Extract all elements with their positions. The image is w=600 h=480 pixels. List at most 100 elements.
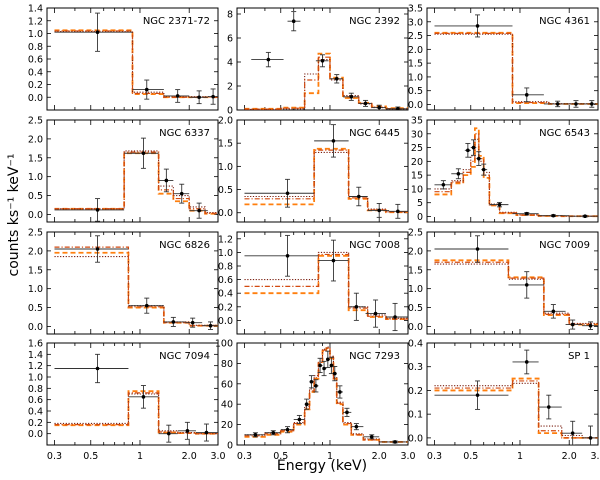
y-axis-label: counts ks⁻¹ keV⁻¹ <box>6 154 22 277</box>
data-point <box>336 385 343 399</box>
model-line-1 <box>244 254 408 320</box>
data-point <box>451 168 464 180</box>
plot-area <box>54 235 218 330</box>
panel-title: SP 1 <box>568 351 590 362</box>
data-point <box>569 214 598 219</box>
data-point <box>582 321 598 330</box>
data-point <box>189 202 208 219</box>
data-point <box>158 424 178 443</box>
x-axis-label: Energy (keV) <box>277 458 367 474</box>
model-line-2 <box>434 138 598 217</box>
data-point <box>308 375 315 389</box>
data-point <box>538 394 562 420</box>
data-point <box>329 74 343 84</box>
y-tick-label: 0.4 <box>28 407 43 418</box>
data-point <box>358 99 372 107</box>
y-tick-label: 80 <box>221 359 233 370</box>
data-point <box>365 299 386 328</box>
y-tick-label: 1.0 <box>28 172 43 183</box>
data-point <box>508 271 544 299</box>
data-point <box>264 430 281 436</box>
x-tick-label: 0.3 <box>237 451 252 462</box>
y-tick-label: 1.0 <box>408 72 423 83</box>
data-point <box>565 319 583 330</box>
panel-ngc-2392: 0 2 4 6 8 NGC 2392 <box>227 7 409 117</box>
panel-title: NGC 2392 <box>349 16 400 27</box>
panel-title: NGC 6543 <box>539 128 590 139</box>
data-point <box>132 79 164 100</box>
data-point <box>434 14 513 38</box>
x-tick-label: 2.0 <box>562 451 577 462</box>
data-point <box>379 440 408 444</box>
y-tick-label: 40 <box>221 400 233 411</box>
model-line-2 <box>54 393 218 435</box>
y-tick-label: 30 <box>411 129 423 140</box>
y-tick-label: 0.2 <box>218 302 233 313</box>
y-tick-label: 2.0 <box>218 116 233 127</box>
data-point <box>476 151 482 166</box>
model-line-3 <box>434 261 598 325</box>
model-line-3 <box>54 392 218 435</box>
data-point <box>434 235 509 263</box>
data-point <box>54 12 133 52</box>
data-point <box>318 239 349 282</box>
data-point <box>348 292 366 321</box>
y-tick-label: 2.0 <box>28 134 43 145</box>
y-tick-label: 1.4 <box>28 4 43 15</box>
y-tick-label: 1.5 <box>408 265 423 276</box>
panel-title: NGC 6337 <box>159 128 210 139</box>
plot-area <box>54 353 218 443</box>
data-point <box>163 316 186 327</box>
y-tick-label: 15 <box>411 171 423 182</box>
y-tick-label: 20 <box>411 157 423 168</box>
y-tick-label: 0.5 <box>408 303 423 314</box>
y-tick-label: 3.5 <box>408 4 423 15</box>
x-tick-label: 3.0 <box>210 451 225 462</box>
y-tick-label: 0.8 <box>28 42 43 53</box>
data-point <box>189 90 208 105</box>
panel-ngc-6826: 0.0 0.5 1.0 1.5 2.0 2.5 NGC 6826 <box>28 228 219 335</box>
model-line-2 <box>244 151 408 213</box>
y-tick-label: 1.2 <box>218 234 233 245</box>
data-point <box>385 302 408 332</box>
data-point <box>512 87 544 103</box>
y-tick-label: 8 <box>227 10 233 21</box>
data-point <box>251 51 284 68</box>
y-tick-label: 2.5 <box>28 228 43 239</box>
data-point <box>342 407 352 417</box>
y-tick-label: 3.0 <box>408 17 423 28</box>
y-tick-label: 0.0 <box>28 322 43 333</box>
data-point <box>244 432 265 438</box>
y-tick-label: 0.8 <box>218 262 233 273</box>
y-tick-label: 0.0 <box>28 210 43 221</box>
data-point <box>321 360 327 377</box>
data-point <box>128 385 159 409</box>
panel-title: NGC 6826 <box>159 240 210 251</box>
y-tick-label: 1.0 <box>408 284 423 295</box>
x-tick-label: 1 <box>137 451 143 462</box>
data-point <box>371 104 386 110</box>
model-line-3 <box>54 151 218 214</box>
model-line-1 <box>434 31 598 105</box>
x-tick-label: 1 <box>517 451 523 462</box>
y-tick-label: 2.0 <box>408 246 423 257</box>
data-point <box>325 350 331 368</box>
y-tick-label: 0.0 <box>218 316 233 327</box>
model-line-2 <box>434 33 598 105</box>
panel-title: NGC 7008 <box>349 240 400 251</box>
y-tick-label: 0.2 <box>28 418 43 429</box>
y-tick-label: 0.4 <box>218 289 233 300</box>
data-point <box>512 211 539 216</box>
panel-title: NGC 7009 <box>539 240 590 251</box>
y-tick-label: 0.4 <box>408 339 423 350</box>
y-tick-label: 60 <box>221 379 233 390</box>
data-point <box>389 203 408 219</box>
y-tick-label: 0.8 <box>28 384 43 395</box>
y-tick-label: 100 <box>215 339 233 350</box>
model-line-1 <box>54 29 218 99</box>
data-point <box>313 379 319 393</box>
y-tick-label: 2.5 <box>408 228 423 239</box>
model-line-1 <box>434 259 598 326</box>
model-line-3 <box>434 32 598 105</box>
model-line-3 <box>434 380 598 439</box>
